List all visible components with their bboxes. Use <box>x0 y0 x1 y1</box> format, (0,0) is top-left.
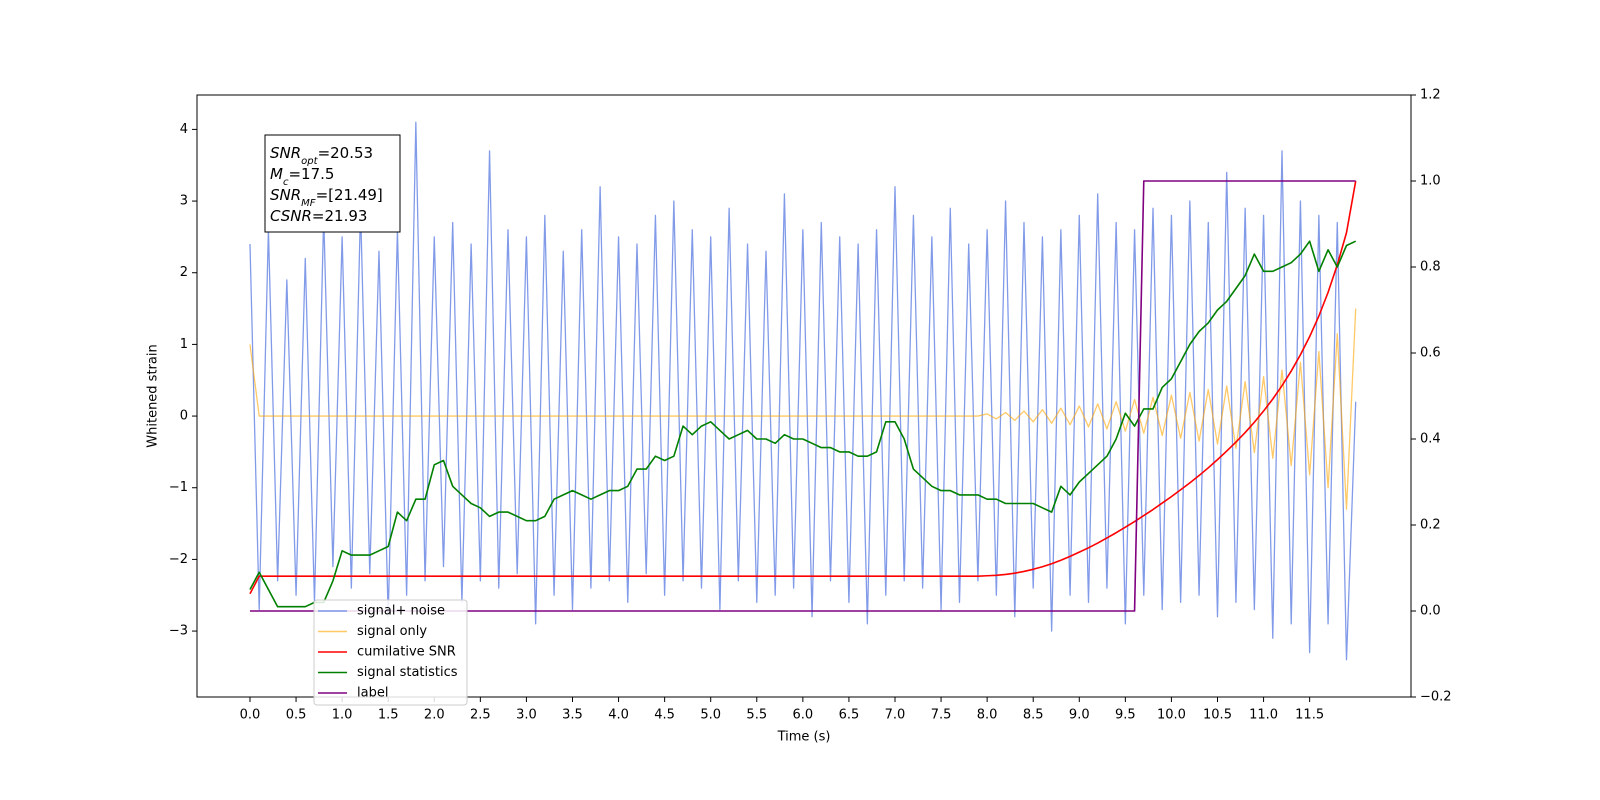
x-tick-label: 6.5 <box>839 708 860 723</box>
y2-tick-label: 1.0 <box>1420 174 1441 189</box>
annotation: SNRopt=20.53Mc=17.5SNRMF=[21.49]CSNR=21.… <box>264 134 401 233</box>
annotation-line: SNRMF=[21.49] <box>270 186 383 209</box>
annotation-symbol: SNR <box>270 144 301 162</box>
x-tick-label: 11.5 <box>1295 708 1324 723</box>
x-tick-label: 9.5 <box>1115 708 1136 723</box>
x-tick-label: 2.5 <box>470 708 491 723</box>
annotation-symbol: CSNR <box>270 207 312 225</box>
x-axis-label: Time (s) <box>777 730 831 745</box>
series-line <box>249 308 1357 510</box>
y-tick-label: −3 <box>169 624 188 639</box>
y-tick-label: 2 <box>180 265 188 280</box>
series-line <box>249 121 1357 661</box>
axes-frame <box>196 94 1412 698</box>
x-tick-label: 3.5 <box>562 708 583 723</box>
annotation-value: =20.53 <box>318 144 374 162</box>
x-tick-label: 11.0 <box>1249 708 1278 723</box>
annotation-line: Mc=17.5 <box>270 165 334 188</box>
y2-tick-label: 0.8 <box>1420 260 1441 275</box>
x-tick-label: 8.0 <box>977 708 998 723</box>
y-tick-label: 1 <box>180 337 188 352</box>
x-tick-label: 7.5 <box>931 708 952 723</box>
x-tick-label: 10.0 <box>1157 708 1186 723</box>
annotation-value: =17.5 <box>288 165 334 183</box>
series-line <box>249 180 1357 595</box>
x-tick-label: 0.5 <box>286 708 307 723</box>
y2-tick-label: 1.2 <box>1420 88 1441 103</box>
x-tick-label: 2.0 <box>424 708 445 723</box>
legend-box <box>313 599 468 706</box>
x-tick-label: 5.5 <box>746 708 767 723</box>
annotation-box <box>264 134 401 233</box>
annotation-value: =21.93 <box>312 207 368 225</box>
y-tick-label: −1 <box>169 480 188 495</box>
x-tick-label: 8.5 <box>1023 708 1044 723</box>
annotation-symbol: SNR <box>270 186 301 204</box>
y2-tick-label: 0.0 <box>1420 604 1441 619</box>
x-tick-label: 4.0 <box>608 708 629 723</box>
x-tick-label: 1.5 <box>378 708 399 723</box>
y2-tick-label: 0.6 <box>1420 346 1441 361</box>
x-tick-label: 1.0 <box>332 708 353 723</box>
x-tick-label: 0.0 <box>240 708 261 723</box>
annotation-subscript: opt <box>301 156 318 167</box>
annotation-line: SNRopt=20.53 <box>270 144 373 167</box>
legend-label: label <box>357 686 388 701</box>
legend-label: cumilative SNR <box>357 645 456 660</box>
legend-label: signal statistics <box>357 665 458 680</box>
annotation-value: =[21.49] <box>316 186 383 204</box>
x-tick-label: 10.5 <box>1203 708 1232 723</box>
annotation-line: CSNR=21.93 <box>270 207 367 225</box>
ticks: 0.0 0.5 1.0 1.5 2.0 2.5 3.0 3.5 4.0 4.5 5.0 5.5 6.0 6… <box>169 88 1452 723</box>
x-tick-label: 7.0 <box>885 708 906 723</box>
y-tick-label: −2 <box>169 552 188 567</box>
y2-tick-label: 0.4 <box>1420 432 1441 447</box>
y-tick-label: 4 <box>180 122 188 137</box>
legend-label: signal+ noise <box>357 604 445 619</box>
series-line <box>249 240 1357 608</box>
legend-label: signal only <box>357 624 427 639</box>
y-axis-label: Whitened strain <box>146 344 161 447</box>
x-tick-label: 6.0 <box>793 708 814 723</box>
x-tick-label: 9.0 <box>1069 708 1090 723</box>
y2-tick-label: −0.2 <box>1420 690 1452 705</box>
x-tick-label: 5.0 <box>700 708 721 723</box>
y-tick-label: 3 <box>180 194 188 209</box>
x-tick-label: 3.0 <box>516 708 537 723</box>
y2-tick-label: 0.2 <box>1420 518 1441 533</box>
x-tick-label: 4.5 <box>654 708 675 723</box>
legend: signal+ noise signal only cumilative SNR si… <box>313 599 468 706</box>
annotation-symbol: M <box>270 165 283 183</box>
annotation-subscript: c <box>283 177 289 188</box>
y-tick-label: 0 <box>180 409 188 424</box>
annotation-subscript: MF <box>301 198 316 209</box>
